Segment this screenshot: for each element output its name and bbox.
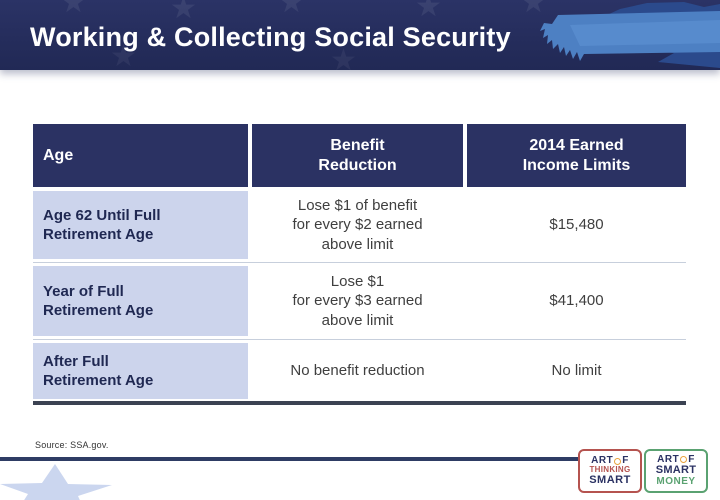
table-row: Year of Full Retirement Age Lose $1 for … (33, 266, 686, 336)
income-limit-cell: $15,480 (549, 216, 604, 234)
table-bottom-border (33, 401, 686, 405)
logo-word-f: F (688, 453, 695, 465)
age-cell: Year of Full Retirement Age (33, 266, 248, 336)
logo-word-art: ART (591, 454, 614, 466)
column-header-age: Age (33, 124, 248, 187)
column-header-benefit-reduction: Benefit Reduction (252, 124, 463, 187)
logo-word-thinking: THINKING (589, 465, 631, 475)
page-title: Working & Collecting Social Security (30, 22, 511, 52)
table-header-row: Age Benefit Reduction 2014 Earned Income… (33, 124, 686, 187)
source-citation: Source: SSA.gov. (35, 440, 109, 450)
logo-word-smart: SMART (655, 464, 697, 477)
lightbulb-icon (680, 456, 688, 464)
logo-line-art-of: ART F (591, 454, 629, 467)
column-header-income-limits: 2014 Earned Income Limits (467, 124, 686, 187)
benefit-reduction-cell: Lose $1 for every $3 earned above limit (292, 272, 423, 329)
logo-word-smart: SMART (589, 473, 631, 486)
art-of-smart-money-logo: ART F SMART MONEY (644, 449, 708, 493)
corner-star-icon (0, 464, 112, 500)
income-limit-cell: $41,400 (549, 292, 604, 310)
table-row: After Full Retirement Age No benefit red… (33, 343, 686, 399)
logo-line-art-of: ART F (657, 453, 695, 466)
logo-word-money: MONEY (656, 475, 696, 487)
row-divider (33, 336, 686, 343)
table-row: Age 62 Until Full Retirement Age Lose $1… (33, 191, 686, 259)
eagle-icon (540, 2, 720, 68)
age-cell: After Full Retirement Age (33, 343, 248, 399)
brand-logos: ART F THINKING SMART ART F SMART MONEY (578, 449, 708, 493)
benefit-reduction-cell: Lose $1 of benefit for every $2 earned a… (292, 196, 423, 253)
benefit-reduction-cell: No benefit reduction (290, 362, 425, 380)
star-watermark-icon: ★ (415, 0, 442, 23)
logo-word-art: ART (657, 453, 680, 465)
income-limit-cell: No limit (551, 362, 602, 380)
star-watermark-icon: ★ (278, 0, 305, 19)
star-watermark-icon: ★ (60, 0, 87, 19)
row-divider (33, 259, 686, 266)
star-watermark-icon: ★ (170, 0, 197, 25)
age-cell: Age 62 Until Full Retirement Age (33, 191, 248, 259)
footer-divider (0, 457, 624, 461)
art-of-thinking-smart-logo: ART F THINKING SMART (578, 449, 642, 493)
header-banner: ★ ★ ★ ★ ★ ★ ★ Working & Collecting Socia… (0, 0, 720, 76)
benefits-table: Age Benefit Reduction 2014 Earned Income… (33, 124, 686, 405)
logo-word-f: F (622, 454, 629, 466)
lightbulb-icon (614, 457, 622, 465)
